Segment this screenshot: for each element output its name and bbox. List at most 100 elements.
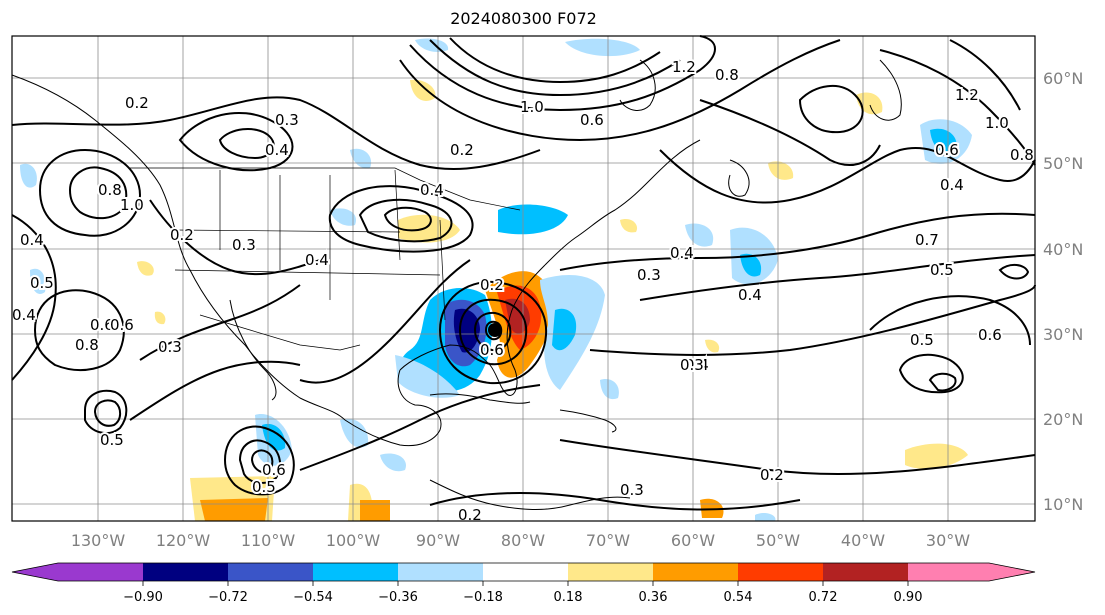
contour-label: 0.8 bbox=[98, 181, 122, 199]
contour-label: 0.8 bbox=[715, 66, 739, 84]
contour-label: 0.5 bbox=[252, 478, 276, 496]
warm-anomaly-area bbox=[705, 339, 720, 353]
lon-label: 110°W bbox=[241, 531, 296, 550]
contour-label: 0.6 bbox=[935, 141, 959, 159]
warm-anomaly-max bbox=[505, 298, 530, 334]
lon-label: 50°W bbox=[756, 531, 800, 550]
warm-anomaly-area bbox=[200, 498, 268, 521]
cool-anomaly-area bbox=[350, 148, 372, 169]
contour-label: 0.3 bbox=[158, 338, 182, 356]
lat-label: 10°N bbox=[1043, 495, 1083, 514]
contour-lines bbox=[11, 35, 1036, 511]
colorbar-tick-label: −0.90 bbox=[123, 590, 163, 605]
cool-anomaly-area bbox=[600, 379, 619, 400]
contour-label: 0.4 bbox=[265, 141, 289, 159]
cool-anomaly-area bbox=[498, 204, 568, 235]
colorbar-tick-label: 0.90 bbox=[894, 590, 923, 605]
lon-label: 130°W bbox=[71, 531, 126, 550]
lat-label: 50°N bbox=[1043, 154, 1083, 173]
cool-anomaly-area bbox=[740, 253, 762, 277]
cool-anomaly-area bbox=[565, 38, 640, 57]
contour-label: 0.4 bbox=[670, 244, 694, 262]
contour-label: 0.5 bbox=[30, 274, 54, 292]
colorbar-tick-label: 0.54 bbox=[724, 590, 753, 605]
map-title: 2024080300 F072 bbox=[450, 9, 597, 28]
colorbar-segment bbox=[398, 563, 483, 581]
cool-anomaly-area bbox=[30, 268, 46, 294]
contour-label: 0.3 bbox=[275, 111, 299, 129]
colorbar-segment bbox=[568, 563, 653, 581]
cool-anomaly-core bbox=[453, 308, 480, 353]
colorbar-segment bbox=[483, 563, 568, 581]
contour-label: 0.8 bbox=[75, 336, 99, 354]
contour-label: 0.4 bbox=[420, 181, 444, 199]
colorbar-segment bbox=[228, 563, 313, 581]
cool-anomaly-area bbox=[395, 355, 460, 398]
lon-label: 90°W bbox=[416, 531, 460, 550]
colorbar-tick-label: 0.18 bbox=[554, 590, 583, 605]
colorbar-tick-label: 0.72 bbox=[809, 590, 838, 605]
contour-label: 0.5 bbox=[930, 261, 954, 279]
storm-center-marker bbox=[488, 323, 502, 337]
colorbar: −0.90 −0.72 −0.54 −0.36 −0.18 0.18 0.36 … bbox=[11, 562, 1036, 605]
cool-anomaly-area bbox=[330, 208, 356, 226]
contour-label: 0.6 bbox=[262, 461, 286, 479]
contour-label: 1.0 bbox=[985, 114, 1009, 132]
contour-label: 0.8 bbox=[1010, 146, 1034, 164]
contour-label: 0.4 bbox=[20, 231, 44, 249]
contour-label: 0.2 bbox=[125, 94, 149, 112]
colorbar-outline bbox=[11, 562, 1036, 582]
shading-layer bbox=[20, 38, 972, 521]
cool-anomaly-area bbox=[380, 453, 406, 472]
colorbar-segment bbox=[12, 563, 58, 581]
contour-label: 0.2 bbox=[170, 226, 194, 244]
contour-label: 0.3 bbox=[232, 236, 256, 254]
warm-anomaly-area bbox=[905, 443, 968, 469]
contour-label: 0.4 bbox=[305, 251, 329, 269]
cool-anomaly-area bbox=[340, 418, 369, 448]
colorbar-tick-label: −0.18 bbox=[463, 590, 503, 605]
lat-label: 40°N bbox=[1043, 240, 1083, 259]
lon-label: 40°W bbox=[841, 531, 885, 550]
contour-label: 1.2 bbox=[955, 86, 979, 104]
contour-label: 0.6 bbox=[90, 316, 114, 334]
contour-label: 0.2 bbox=[760, 466, 784, 484]
colorbar-segment bbox=[738, 563, 823, 581]
contour-label: 0.6 bbox=[480, 341, 504, 359]
contour-label: 0.4 bbox=[12, 306, 36, 324]
contour-label: 0.4 bbox=[738, 286, 762, 304]
lon-label: 100°W bbox=[326, 531, 381, 550]
warm-anomaly-area bbox=[137, 261, 154, 276]
colorbar-segment bbox=[653, 563, 738, 581]
longitude-labels: 130°W 120°W 110°W 100°W 90°W 80°W 70°W 6… bbox=[71, 531, 970, 550]
contour-label: 0.6 bbox=[580, 111, 604, 129]
contour-label: 0.4 bbox=[940, 176, 964, 194]
colorbar-segment bbox=[989, 563, 1035, 581]
contour-label: 0.3 bbox=[620, 481, 644, 499]
contour-label: 0.5 bbox=[100, 431, 124, 449]
warm-anomaly-area bbox=[700, 498, 724, 518]
colorbar-segment bbox=[58, 563, 143, 581]
contour-label: 0.2 bbox=[480, 276, 504, 294]
warm-anomaly-area bbox=[360, 500, 390, 521]
warm-anomaly-area bbox=[620, 219, 638, 233]
lat-label: 20°N bbox=[1043, 410, 1083, 429]
warm-anomaly-area bbox=[768, 161, 794, 180]
lon-label: 70°W bbox=[586, 531, 630, 550]
contour-label: 1.0 bbox=[120, 196, 144, 214]
colorbar-segment bbox=[143, 563, 228, 581]
lon-label: 80°W bbox=[501, 531, 545, 550]
latitude-labels: 60°N 50°N 40°N 30°N 20°N 10°N bbox=[1043, 69, 1083, 514]
contour-label: 0.6 bbox=[978, 326, 1002, 344]
cool-anomaly-area bbox=[552, 308, 577, 351]
contour-label: 0.5 bbox=[910, 331, 934, 349]
contour-label: 0.7 bbox=[915, 231, 939, 249]
political-borders bbox=[130, 167, 521, 351]
colorbar-tick-label: 0.36 bbox=[639, 590, 668, 605]
cool-anomaly-area bbox=[20, 163, 37, 188]
contour-labels: 0.2 0.4 0.3 1.0 0.6 0.2 1.2 0.8 1.0 0.6 … bbox=[10, 56, 1036, 526]
cool-anomaly-area bbox=[930, 128, 957, 153]
warm-anomaly-area bbox=[410, 79, 436, 101]
lat-label: 60°N bbox=[1043, 69, 1083, 88]
